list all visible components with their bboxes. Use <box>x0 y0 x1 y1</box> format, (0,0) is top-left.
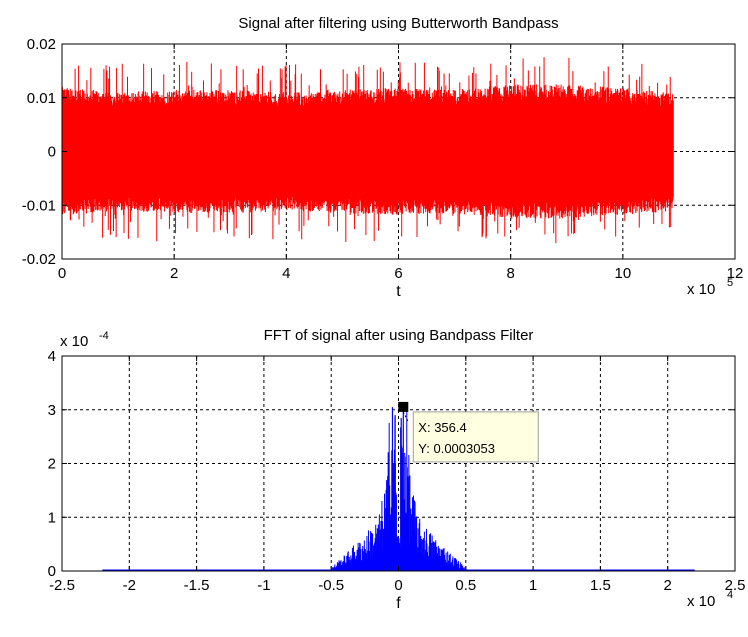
x-tick-label: 8 <box>506 265 514 282</box>
x-tick-label: 0.5 <box>455 577 476 594</box>
y-tick-label: 3 <box>48 402 56 419</box>
y-tick-label: 2 <box>48 456 56 473</box>
x-tick-label: -2.5 <box>49 577 75 594</box>
x-tick-label: -1 <box>257 577 270 594</box>
top-x-exponent-base: x 10 <box>687 281 715 298</box>
y-tick-label: 0.02 <box>27 36 56 53</box>
x-tick-label: 6 <box>394 265 402 282</box>
datatip-y-value: Y: 0.0003053 <box>418 441 495 456</box>
datatip-marker[interactable] <box>398 401 409 412</box>
y-tick-label: 0.01 <box>27 90 56 107</box>
bottom-y-exponent-power: -4 <box>99 330 109 342</box>
x-tick-label: 0 <box>58 265 66 282</box>
x-tick-label: 1 <box>529 577 537 594</box>
top-axes: 0 2 4 6 8 10 12 0.02 0.01 0 -0.01 -0.02 Signal afte… <box>22 15 744 300</box>
datatip-x-value: X: 356.4 <box>418 420 466 435</box>
top-signal-series <box>61 57 674 244</box>
datatip[interactable]: X: 356.4 Y: 0.0003053 <box>398 401 539 463</box>
x-tick-label: 0 <box>394 577 402 594</box>
bottom-x-exponent-base: x 10 <box>687 593 715 610</box>
datatip-box[interactable] <box>412 411 539 463</box>
top-x-axis-label: t <box>396 283 401 300</box>
bottom-ticks: -2.5 -2 -1.5 -1 -0.5 0 0.5 1 1.5 2 2.5 4 3 2 1 0 <box>48 348 746 594</box>
datatip-pointer <box>402 411 409 423</box>
bottom-y-exponent-base: x 10 <box>60 333 88 350</box>
x-tick-label: 1.5 <box>590 577 611 594</box>
top-x-exponent-power: 5 <box>727 277 733 289</box>
x-tick-label: 10 <box>614 265 631 282</box>
x-tick-label: 4 <box>282 265 290 282</box>
bottom-x-axis-label: f <box>396 595 401 612</box>
top-ticks: 0 2 4 6 8 10 12 0.02 0.01 0 -0.01 -0.02 <box>22 36 744 282</box>
x-tick-label: 2 <box>664 577 672 594</box>
y-tick-label: 0 <box>48 144 56 161</box>
bottom-chart-title: FFT of signal after using Bandpass Filte… <box>264 327 534 344</box>
y-tick-label: 0 <box>48 563 56 580</box>
y-tick-label: -0.01 <box>22 197 56 214</box>
bottom-x-exponent-power: 4 <box>727 589 733 601</box>
x-tick-label: 2.5 <box>725 577 746 594</box>
x-tick-label: 12 <box>727 265 744 282</box>
x-tick-label: -2 <box>123 577 136 594</box>
x-tick-label: -0.5 <box>318 577 344 594</box>
x-tick-label: 2 <box>170 265 178 282</box>
y-tick-label: 1 <box>48 509 56 526</box>
y-tick-label: -0.02 <box>22 251 56 268</box>
top-x-exponent: x 10 5 <box>687 277 733 298</box>
bottom-x-exponent: x 10 4 <box>687 589 733 610</box>
bottom-y-exponent: x 10 -4 <box>60 330 109 350</box>
y-tick-label: 4 <box>48 348 56 365</box>
x-tick-label: -1.5 <box>184 577 210 594</box>
top-chart-title: Signal after filtering using Butterworth… <box>238 15 558 32</box>
